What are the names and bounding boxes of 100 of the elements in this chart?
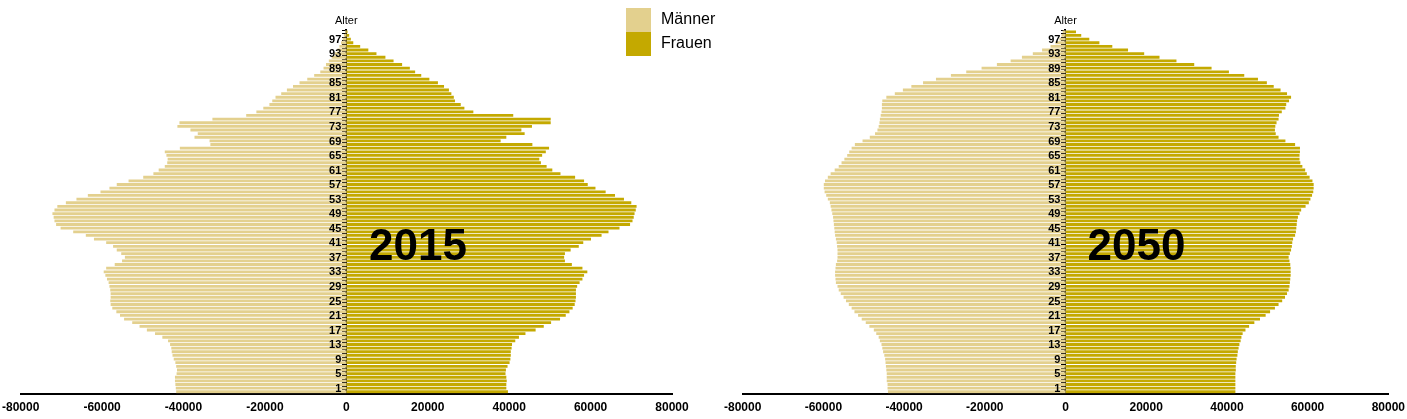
bar <box>1065 361 1237 365</box>
x-tick-label: 60000 <box>1290 400 1325 415</box>
bar <box>346 117 551 121</box>
bar <box>881 103 1066 106</box>
bar <box>882 346 1066 350</box>
bar <box>194 135 347 139</box>
bar <box>346 132 525 136</box>
bar <box>1065 281 1290 285</box>
bar <box>60 226 347 230</box>
bar <box>837 284 1066 288</box>
bar <box>175 361 347 365</box>
bar <box>882 99 1066 103</box>
bar <box>1065 335 1242 339</box>
bar <box>1065 110 1282 114</box>
y-tick-label: 29 <box>1048 280 1061 293</box>
bar <box>346 215 634 219</box>
bar <box>829 201 1066 205</box>
bar <box>843 295 1066 299</box>
y-tick-label: 45 <box>329 221 342 234</box>
bar <box>1065 354 1238 357</box>
bar <box>346 314 566 317</box>
y-tick-label: 73 <box>329 120 342 133</box>
bar <box>346 310 570 314</box>
bar <box>835 274 1066 277</box>
bar <box>837 244 1066 248</box>
bar <box>346 179 585 183</box>
bar <box>1065 295 1286 299</box>
bar <box>1065 95 1292 99</box>
bar <box>1065 204 1306 208</box>
y-tick-label: 1 <box>1054 381 1061 394</box>
bar <box>1065 346 1239 350</box>
bar <box>887 390 1066 394</box>
bar <box>346 284 578 288</box>
x-tick-label: 20000 <box>411 400 445 415</box>
y-tick-label: 21 <box>1048 309 1061 322</box>
bar <box>1065 212 1300 216</box>
y-tick-label: 61 <box>1048 163 1061 176</box>
bar <box>1065 117 1279 121</box>
bar <box>838 164 1066 168</box>
bar <box>1065 339 1241 343</box>
y-tick-label: 5 <box>1054 367 1061 380</box>
bar <box>830 172 1066 176</box>
bar <box>830 204 1066 208</box>
bar <box>346 281 580 285</box>
bar <box>346 154 543 157</box>
bar <box>346 354 511 357</box>
bar <box>834 226 1066 230</box>
bar <box>1065 386 1236 390</box>
y-tick-label: 53 <box>1048 192 1061 205</box>
bar <box>175 386 347 390</box>
bar <box>835 234 1066 237</box>
bar <box>837 259 1066 263</box>
bar <box>837 255 1066 259</box>
y-tick-label: 85 <box>329 76 342 89</box>
bar <box>1065 372 1236 376</box>
bar <box>824 190 1066 194</box>
bar <box>110 292 347 296</box>
y-tick-label: 1 <box>335 381 342 394</box>
bar <box>346 121 551 125</box>
x-tick-label: 20000 <box>1129 400 1164 415</box>
bar <box>346 364 508 368</box>
bar <box>1065 284 1290 288</box>
bar <box>1065 190 1314 194</box>
bar <box>346 303 575 306</box>
bar <box>346 346 512 350</box>
bar <box>878 335 1066 339</box>
bar <box>1065 106 1286 110</box>
bar <box>886 379 1066 383</box>
bar <box>851 146 1066 150</box>
bar <box>272 99 347 103</box>
bar <box>112 306 347 310</box>
bar <box>851 306 1066 310</box>
bar <box>346 92 452 96</box>
y-tick-label: 97 <box>1048 32 1061 45</box>
bar <box>110 295 347 299</box>
y-tick-label: 5 <box>335 367 342 380</box>
bar <box>1065 299 1283 303</box>
bar <box>176 390 347 394</box>
x-tick-label: -80000 <box>724 400 762 415</box>
bar <box>1065 99 1290 103</box>
y-tick-label: 17 <box>1048 323 1061 336</box>
bar <box>840 292 1066 296</box>
bar <box>346 390 508 394</box>
bar <box>835 263 1066 266</box>
bar <box>1065 201 1309 205</box>
y-tick-label: 25 <box>329 294 342 307</box>
bar <box>1065 375 1236 379</box>
bar <box>841 161 1066 165</box>
y-tick-label: 41 <box>1048 236 1061 249</box>
bar <box>346 292 576 296</box>
y-tick-label: 81 <box>329 90 342 103</box>
bar <box>346 339 516 343</box>
y-tick-label: 57 <box>329 178 342 191</box>
bar <box>346 383 507 386</box>
y-axis-title: Alter <box>335 13 358 26</box>
bar <box>1065 92 1288 96</box>
bar <box>1065 172 1307 176</box>
bar <box>172 354 347 357</box>
bar <box>346 212 635 216</box>
bar <box>177 124 347 128</box>
